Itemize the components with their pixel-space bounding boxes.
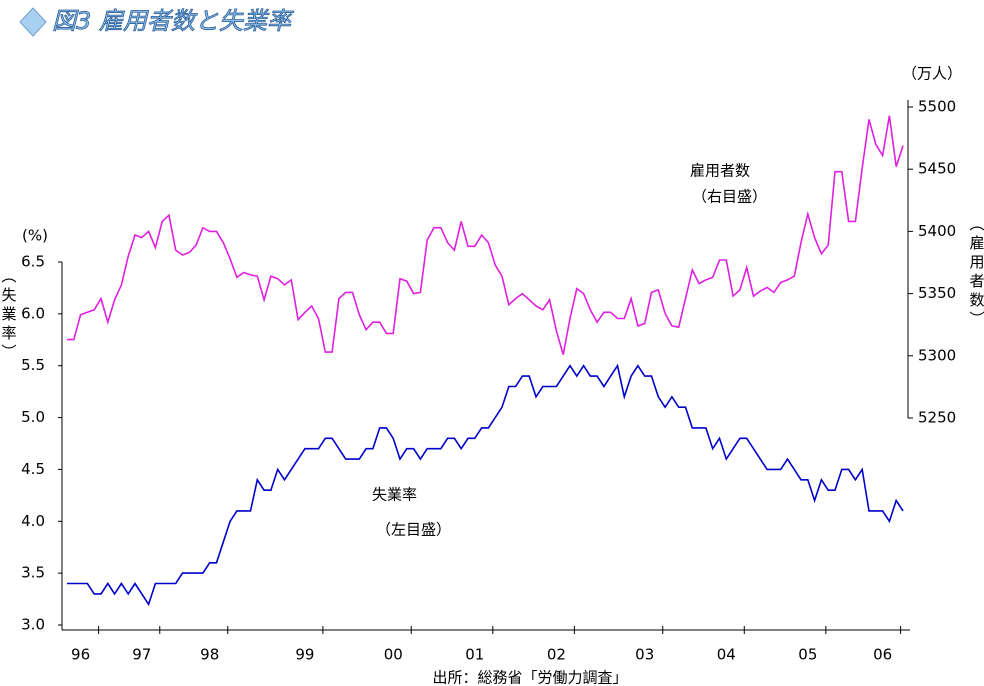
x-tick-label: 00 (384, 646, 403, 664)
series-line (67, 115, 904, 355)
x-tick-label: 96 (71, 646, 90, 664)
y2-tick-label: 5400 (918, 222, 956, 240)
y2-tick-label: 5250 (918, 409, 956, 427)
chart-title: 図3 雇用者数と失業率 (52, 7, 295, 35)
x-tick-label: 98 (200, 646, 219, 664)
x-tick-label: 02 (547, 646, 566, 664)
y2-tick-label: 5450 (918, 160, 956, 178)
annotation: （左目盛） (376, 521, 451, 539)
y-tick-label: 4.0 (21, 512, 45, 530)
y-unit: (%) (22, 227, 48, 245)
annotation: （右目盛） (692, 188, 767, 206)
y-tick-label: 6.5 (21, 253, 45, 271)
series-line (67, 363, 904, 607)
series-label: 失業率 (372, 486, 417, 504)
series-label: 雇用者数 (690, 162, 750, 180)
x-tick-label: 03 (635, 646, 654, 664)
y-tick-label: 4.5 (21, 460, 45, 478)
y-axis-label: （失業率） (0, 268, 18, 363)
x-tick-label: 05 (798, 646, 817, 664)
x-tick-label: 01 (465, 646, 484, 664)
y-tick-label: 3.0 (21, 616, 45, 634)
y-tick-label: 5.0 (21, 408, 45, 426)
y2-tick-label: 5300 (918, 346, 956, 364)
title-icon (19, 7, 47, 37)
x-tick-label: 04 (717, 646, 736, 664)
y2-unit: （万人） (902, 65, 962, 83)
x-tick-label: 06 (873, 646, 892, 664)
y2-tick-label: 5350 (918, 284, 956, 302)
y-tick-label: 3.5 (21, 564, 45, 582)
x-tick-label: 99 (295, 646, 314, 664)
y2-tick-label: 5500 (918, 98, 956, 116)
source: 出所：総務省「労働力調査」 (432, 669, 627, 686)
y-tick-label: 6.0 (21, 304, 45, 322)
x-tick-label: 97 (132, 646, 151, 664)
y-tick-label: 5.5 (21, 356, 45, 374)
y2-axis-label: （雇用者数） (968, 216, 984, 330)
